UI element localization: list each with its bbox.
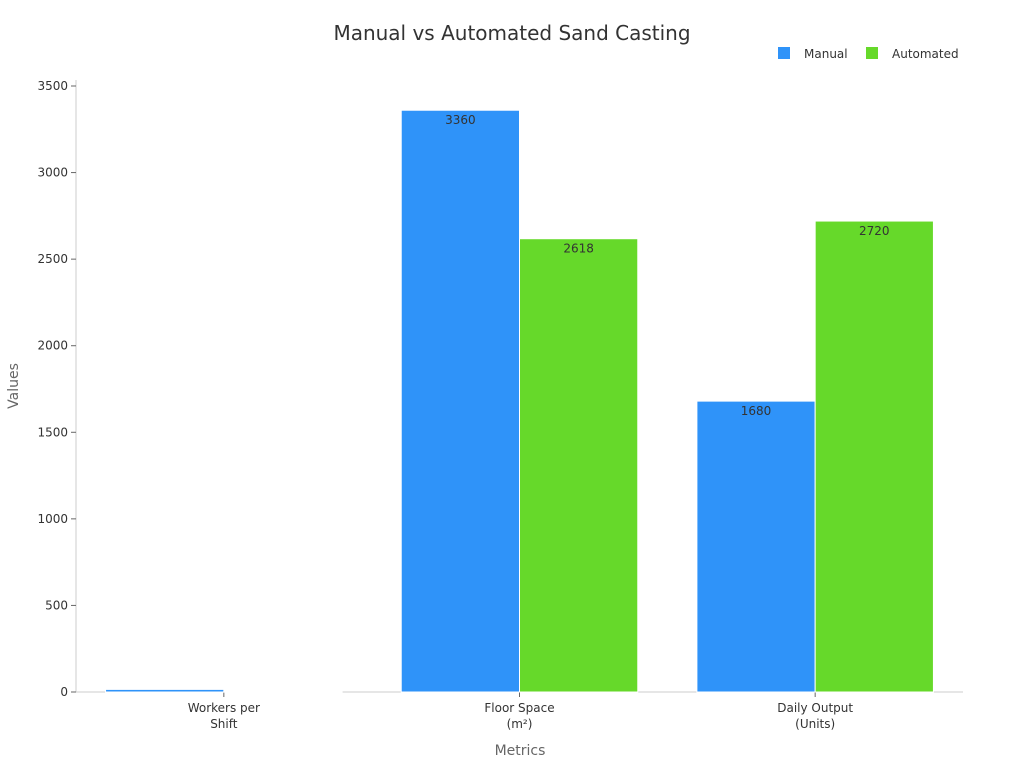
legend: Manual Automated bbox=[778, 47, 959, 61]
y-tick-label: 500 bbox=[45, 598, 68, 612]
y-tick-label: 2000 bbox=[37, 339, 68, 353]
x-axis: Workers per Shift Floor Space (m²) Daily Out… bbox=[76, 691, 963, 731]
x-tick-label: Workers per Shift bbox=[188, 701, 260, 731]
x-tick-label-line: Shift bbox=[210, 717, 238, 731]
bar-value-label: 2720 bbox=[859, 224, 890, 238]
x-axis-title: Metrics bbox=[495, 743, 546, 759]
x-tick-label-line: Floor Space bbox=[484, 701, 554, 715]
bar-manual bbox=[105, 688, 225, 693]
legend-swatch-manual bbox=[778, 47, 790, 59]
y-tick-label: 3000 bbox=[37, 166, 68, 180]
y-axis: 0 500 1000 1500 2000 2500 3000 3500 bbox=[37, 79, 77, 699]
chart-title: Manual vs Automated Sand Casting bbox=[333, 21, 690, 45]
bar-manual bbox=[400, 109, 521, 693]
bars: 3360 2618 1680 2720 bbox=[105, 109, 934, 693]
bar-automated bbox=[519, 238, 639, 693]
bar-automated bbox=[223, 691, 343, 693]
legend-label: Manual bbox=[804, 47, 848, 61]
x-tick-label-line: Daily Output bbox=[777, 701, 853, 715]
bar-value-label: 3360 bbox=[445, 113, 476, 127]
bar-value-label: 1680 bbox=[741, 404, 772, 418]
y-axis-title: Values bbox=[6, 363, 22, 409]
bar-value-label: 2618 bbox=[563, 242, 594, 256]
y-tick-label: 1000 bbox=[37, 512, 68, 526]
x-tick-label-line: (Units) bbox=[795, 717, 835, 731]
legend-swatch-automated bbox=[866, 47, 878, 59]
y-tick-label: 1500 bbox=[37, 425, 68, 439]
y-tick-label: 0 bbox=[60, 685, 68, 699]
x-tick-label-line: Workers per bbox=[188, 701, 260, 715]
bar-automated bbox=[814, 220, 934, 693]
bar-manual bbox=[696, 400, 816, 693]
x-tick-label-line: (m²) bbox=[507, 717, 533, 731]
y-tick-label: 2500 bbox=[37, 252, 68, 266]
x-tick-label: Daily Output (Units) bbox=[777, 701, 853, 731]
y-tick-label: 3500 bbox=[37, 79, 68, 93]
legend-label: Automated bbox=[892, 47, 959, 61]
x-tick-label: Floor Space (m²) bbox=[484, 701, 554, 731]
